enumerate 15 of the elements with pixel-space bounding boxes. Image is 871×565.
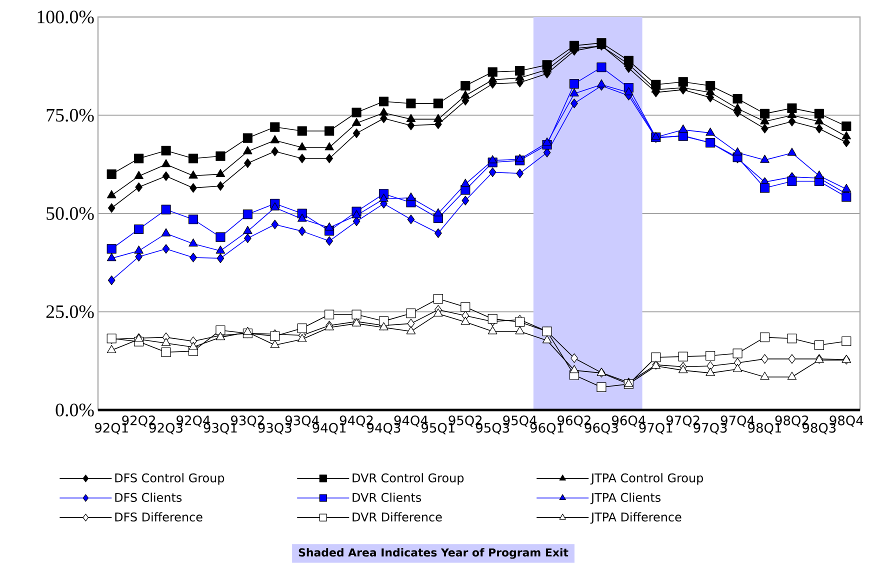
legend-label: JTPA Control Group xyxy=(590,473,704,485)
legend-label: DFS Difference xyxy=(115,512,202,522)
legend-label: JTPA Clients xyxy=(590,492,660,504)
legend-label: DFS Clients xyxy=(115,492,182,502)
y-tick-label: 0.0% xyxy=(56,404,94,416)
legend-label: DFS Control Group xyxy=(115,473,224,485)
legend-label: DVR Difference xyxy=(352,512,442,522)
y-tick-label: 25.0% xyxy=(46,305,94,318)
y-tick-label: 75.0% xyxy=(46,108,94,122)
y-tick-label: 50.0% xyxy=(46,207,94,220)
legend-label: DVR Control Group xyxy=(352,473,464,485)
legend-label: JTPA Difference xyxy=(590,512,682,524)
y-tick-label: 100.0% xyxy=(38,10,94,24)
text: Shaded Area Indicates Year of Program Exit xyxy=(298,548,568,559)
legend-label: DVR Clients xyxy=(352,492,422,502)
